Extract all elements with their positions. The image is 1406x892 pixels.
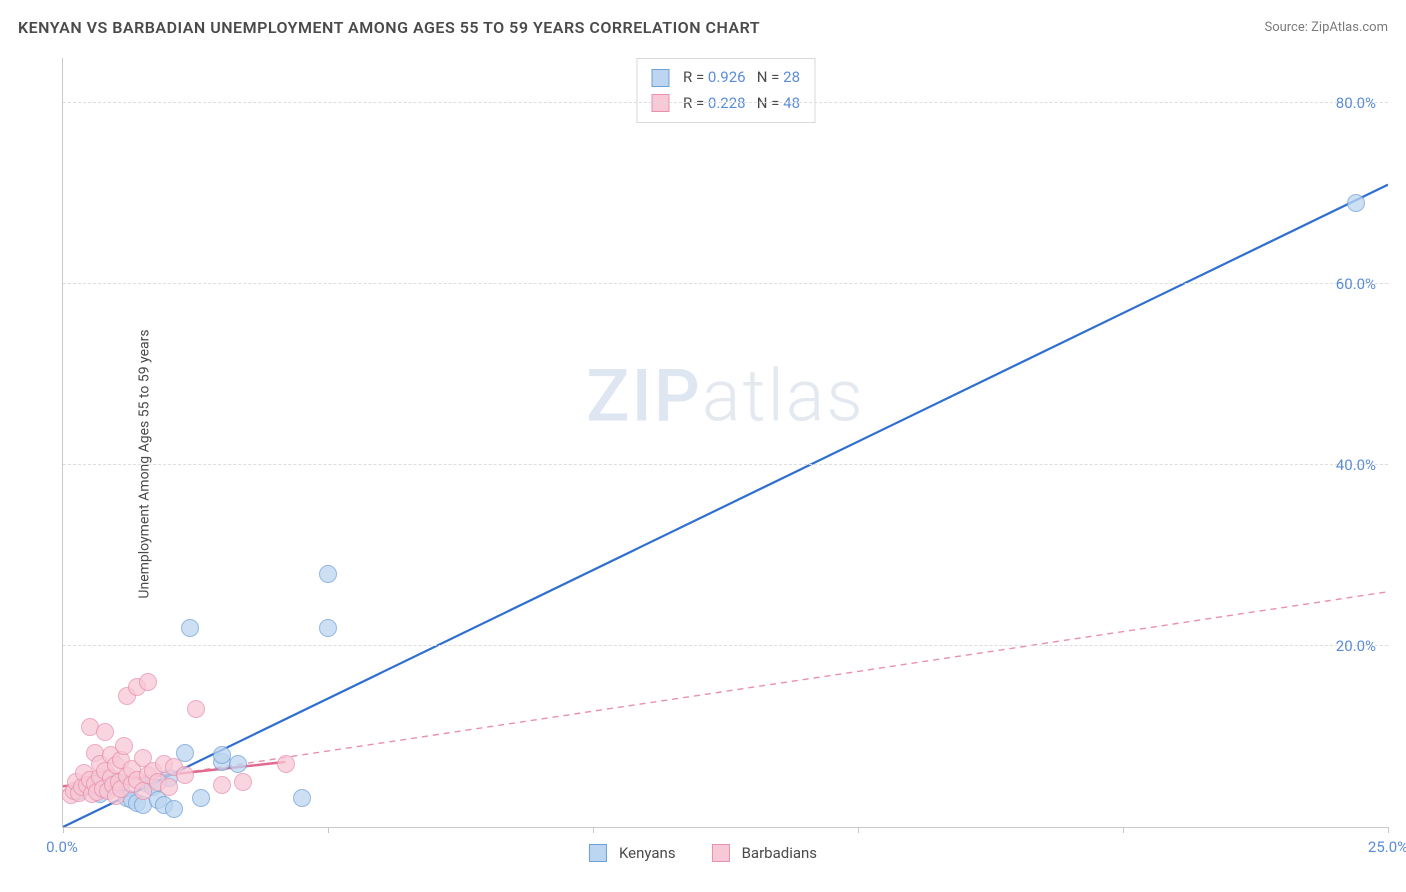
chart-container: Unemployment Among Ages 55 to 59 years Z… (18, 52, 1388, 876)
data-point (187, 700, 205, 718)
legend: Kenyans Barbadians (589, 844, 817, 862)
x-tick-label: 0.0% (46, 838, 78, 856)
gridline-h (63, 102, 1388, 103)
data-point (1347, 194, 1365, 212)
legend-label: Kenyans (619, 844, 676, 862)
data-point (96, 723, 114, 741)
data-point (277, 755, 295, 773)
stats-text: R = 0.228 N = 48 (683, 91, 800, 117)
data-point (165, 800, 183, 818)
plot-area: ZIPatlas R = 0.926 N = 28R = 0.228 N = 4… (62, 58, 1388, 828)
stats-row: R = 0.926 N = 28 (651, 65, 800, 91)
x-tick (1388, 827, 1389, 833)
stats-box: R = 0.926 N = 28R = 0.228 N = 48 (636, 58, 815, 123)
legend-item: Barbadians (712, 844, 817, 862)
gridline-h (63, 283, 1388, 284)
data-point (192, 789, 210, 807)
data-point (213, 776, 231, 794)
data-point (176, 766, 194, 784)
stats-row: R = 0.228 N = 48 (651, 91, 800, 117)
legend-item: Kenyans (589, 844, 676, 862)
gridline-h (63, 645, 1388, 646)
legend-swatch (712, 844, 730, 862)
data-point (134, 782, 152, 800)
chart-title: KENYAN VS BARBADIAN UNEMPLOYMENT AMONG A… (18, 18, 760, 37)
data-point (293, 789, 311, 807)
header: KENYAN VS BARBADIAN UNEMPLOYMENT AMONG A… (18, 18, 1388, 37)
legend-swatch (589, 844, 607, 862)
x-tick (858, 827, 859, 833)
data-point (319, 619, 337, 637)
x-tick (63, 827, 64, 833)
x-tick-label: 25.0% (1368, 838, 1406, 856)
x-tick (1123, 827, 1124, 833)
y-tick-label: 40.0% (1336, 456, 1376, 474)
watermark: ZIPatlas (586, 354, 865, 439)
trend-lines (63, 58, 1388, 827)
data-point (160, 778, 178, 796)
legend-label: Barbadians (742, 844, 817, 862)
gridline-h (63, 464, 1388, 465)
data-point (181, 619, 199, 637)
legend-swatch (651, 94, 669, 112)
data-point (139, 673, 157, 691)
y-tick-label: 60.0% (1336, 275, 1376, 293)
data-point (115, 737, 133, 755)
y-tick-label: 80.0% (1336, 94, 1376, 112)
legend-swatch (651, 69, 669, 87)
data-point (234, 773, 252, 791)
data-point (319, 565, 337, 583)
x-tick (328, 827, 329, 833)
data-point (229, 755, 247, 773)
y-tick-label: 20.0% (1336, 637, 1376, 655)
x-tick (593, 827, 594, 833)
stats-text: R = 0.926 N = 28 (683, 65, 800, 91)
source-label: Source: ZipAtlas.com (1264, 20, 1388, 35)
